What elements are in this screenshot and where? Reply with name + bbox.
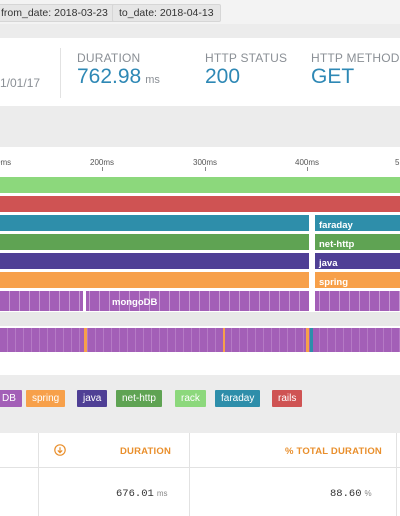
legend-rack[interactable]: rack xyxy=(175,390,206,407)
row-total-percent: 88.60% xyxy=(330,483,372,501)
span-net-http[interactable]: net-http xyxy=(315,234,400,250)
span-label: faraday xyxy=(319,220,353,231)
divider xyxy=(60,48,61,98)
span-faraday-main[interactable] xyxy=(0,215,309,231)
duration-unit: ms xyxy=(145,74,160,86)
span-net-http-main[interactable] xyxy=(0,234,309,250)
legend-mongodb[interactable]: DB xyxy=(0,390,22,407)
tick-mark xyxy=(205,167,206,171)
percent-cell-unit: % xyxy=(364,489,372,498)
to-date-filter[interactable]: to_date: 2018-04-13 xyxy=(112,4,221,22)
span-label: mongoDB xyxy=(112,297,158,308)
span-gap xyxy=(83,291,86,311)
span-mongodb[interactable] xyxy=(0,291,400,311)
column-divider xyxy=(396,433,397,516)
span-rails[interactable] xyxy=(0,196,400,212)
overview-marker xyxy=(306,328,309,352)
span-label: java xyxy=(319,258,338,269)
column-header-total-duration[interactable]: % TOTAL DURATION xyxy=(285,446,382,457)
duration-cell-value: 676.01 xyxy=(116,488,154,500)
from-date-filter[interactable]: from_date: 2018-03-23 xyxy=(0,4,115,22)
span-label: net-http xyxy=(319,239,355,250)
tick-label: 200ms xyxy=(90,158,115,167)
span-gap xyxy=(309,291,315,311)
overview-marker xyxy=(84,328,87,352)
tick-label: 400ms xyxy=(295,158,320,167)
tick-label: 0ms xyxy=(0,158,12,167)
overview-marker xyxy=(223,328,225,352)
span-faraday[interactable]: faraday xyxy=(315,215,400,231)
timeline-overview[interactable] xyxy=(0,328,400,352)
timeline-gap xyxy=(0,312,400,326)
tick-label: 300ms xyxy=(193,158,218,167)
http-status-value: 200 xyxy=(205,65,241,88)
percent-cell-value: 88.60 xyxy=(330,488,362,500)
row-divider xyxy=(0,467,400,468)
legend-rails[interactable]: rails xyxy=(272,390,303,407)
column-divider xyxy=(38,433,39,516)
duration-value: 762.98 ms xyxy=(77,65,160,89)
start-date: 1/01/17 xyxy=(0,76,41,90)
span-label: spring xyxy=(319,277,349,288)
span-rack[interactable] xyxy=(0,177,400,193)
http-method-value: GET xyxy=(311,65,355,88)
span-java[interactable]: java xyxy=(315,253,400,269)
legend-faraday[interactable]: faraday xyxy=(215,390,261,407)
column-divider xyxy=(189,433,190,516)
span-spring-main[interactable] xyxy=(0,272,309,288)
span-table xyxy=(0,433,400,516)
duration-cell-unit: ms xyxy=(156,489,168,498)
tick-mark xyxy=(102,167,103,171)
duration-number: 762.98 xyxy=(77,65,142,88)
duration-label: DURATION xyxy=(77,51,141,65)
column-header-duration[interactable]: DURATION xyxy=(120,446,172,457)
legend-spring[interactable]: spring xyxy=(26,390,66,407)
span-java-main[interactable] xyxy=(0,253,309,269)
http-status-label: HTTP STATUS xyxy=(205,51,288,65)
row-duration: 676.01 ms xyxy=(116,483,167,501)
trace-summary xyxy=(0,38,400,106)
http-method-label: HTTP METHOD xyxy=(311,51,400,65)
down-arrow-circle-icon[interactable] xyxy=(54,443,66,456)
legend-java[interactable]: java xyxy=(77,390,108,407)
tick-mark xyxy=(307,167,308,171)
legend-net-http[interactable]: net-http xyxy=(116,390,162,407)
mongodb-label: mongoDB xyxy=(112,291,157,311)
overview-marker xyxy=(310,328,313,352)
tick-label: 5 xyxy=(395,158,400,167)
span-spring[interactable]: spring xyxy=(315,272,400,288)
